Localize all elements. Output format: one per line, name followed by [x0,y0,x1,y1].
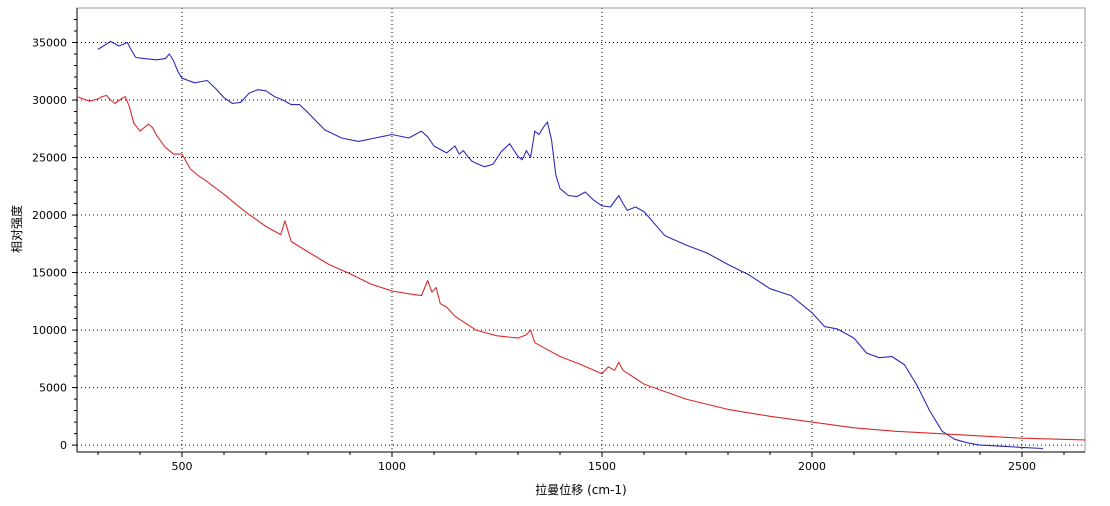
y-tick-label: 0 [60,439,67,452]
x-tick-label: 2000 [798,460,826,473]
y-tick-label: 25000 [32,152,67,165]
x-tick-label: 2500 [1008,460,1036,473]
y-tick-label: 30000 [32,94,67,107]
x-tick-label: 1000 [378,460,406,473]
y-tick-label: 35000 [32,37,67,50]
y-tick-label: 20000 [32,209,67,222]
y-tick-label: 15000 [32,267,67,280]
x-tick-label: 1500 [588,460,616,473]
y-axis-title: 相对强度 [9,205,24,253]
series-line-red [76,94,1086,441]
grid-lines [77,8,1085,452]
y-tick-label: 5000 [39,382,67,395]
series-line-blue [97,40,1044,450]
x-tick-label: 500 [172,460,193,473]
x-axis-title: 拉曼位移 (cm-1) [535,482,626,497]
series-layer [76,40,1086,450]
y-tick-label: 10000 [32,324,67,337]
axes: 500 1000 1500 2000 2500050001000015000200002… [32,8,1085,473]
